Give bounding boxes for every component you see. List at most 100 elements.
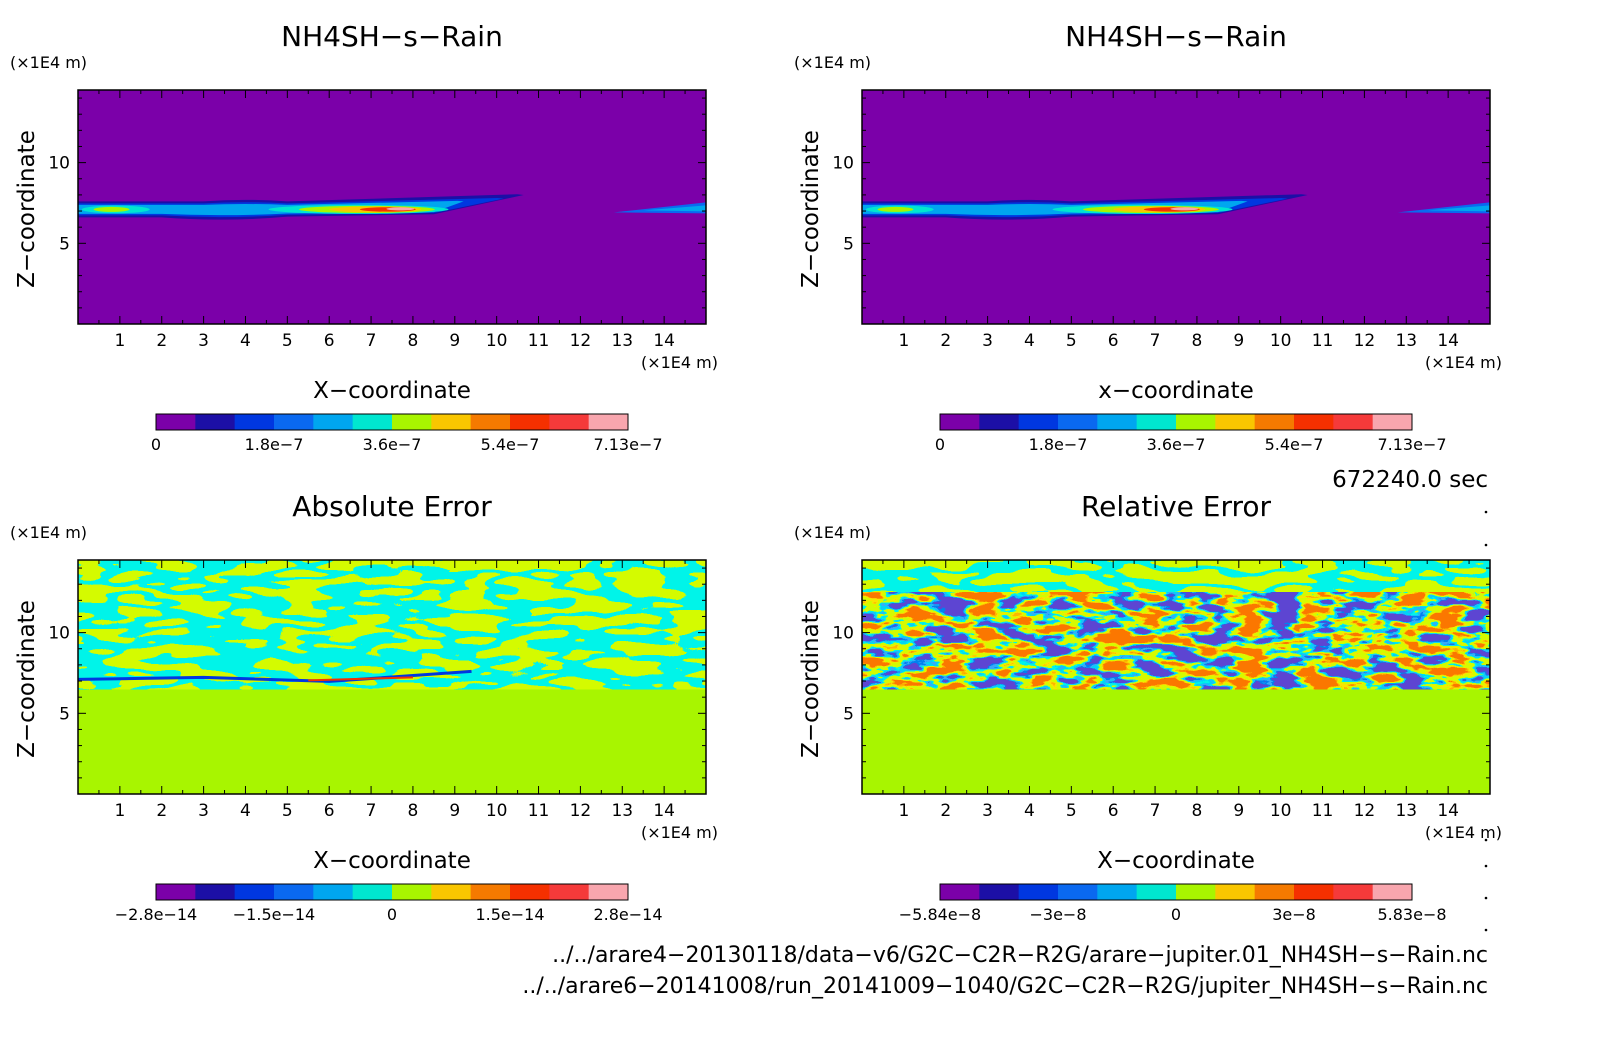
x-tick-label: 9 bbox=[1233, 331, 1244, 351]
panel-1: NH4SH−s−Rain(×1E4 m)1 2 3 4 5 6 7 8 9 10 11 12 13 145… bbox=[10, 20, 718, 454]
x-tick-label: 8 bbox=[1192, 801, 1203, 821]
x-tick-label: 12 bbox=[1354, 801, 1376, 821]
x-tick-label: 12 bbox=[570, 331, 592, 351]
x-axis-label: X−coordinate bbox=[313, 848, 471, 874]
colorbar-label: −2.8e−14 bbox=[115, 905, 197, 924]
colorbar-cell bbox=[470, 884, 511, 900]
error-streak-blue bbox=[78, 669, 472, 683]
edge-dot bbox=[1484, 510, 1488, 514]
colorbar-label: 5.83e−8 bbox=[1377, 905, 1446, 924]
y-tick-label: 5 bbox=[843, 704, 854, 724]
colorbar-label: 3.6e−7 bbox=[1147, 435, 1206, 454]
x-tick-label: 6 bbox=[324, 801, 335, 821]
x-tick-label: 4 bbox=[240, 331, 251, 351]
x-tick-label: 4 bbox=[1024, 331, 1035, 351]
x-tick-label: 13 bbox=[1395, 331, 1417, 351]
x-tick-label: 12 bbox=[570, 801, 592, 821]
x-tick-label: 13 bbox=[611, 801, 633, 821]
colorbar-cell bbox=[940, 884, 980, 900]
y-axis-unit: (×1E4 m) bbox=[794, 53, 871, 72]
y-tick-label: 10 bbox=[832, 624, 854, 644]
colorbar-cell bbox=[234, 884, 275, 900]
panel-2: NH4SH−s−Rain(×1E4 m)1 2 3 4 5 6 7 8 9 10 11 12 13 145… bbox=[794, 20, 1502, 454]
x-tick-label: 1 bbox=[898, 801, 909, 821]
colorbar-cell bbox=[510, 884, 550, 900]
colorbar-cell bbox=[352, 414, 393, 430]
colorbar-cell bbox=[1215, 414, 1256, 430]
x-tick-label: 1 bbox=[114, 331, 125, 351]
x-axis-label: X−coordinate bbox=[1097, 848, 1255, 874]
x-tick-label: 5 bbox=[1066, 801, 1077, 821]
error-streak-red bbox=[308, 676, 413, 682]
cloud-core-peak bbox=[1170, 207, 1199, 211]
noise-region-upper bbox=[862, 560, 1490, 593]
edge-dot bbox=[1484, 896, 1488, 900]
colorbar-cell bbox=[274, 414, 314, 430]
colorbar-label: 3e−8 bbox=[1272, 905, 1316, 924]
x-tick-label: 5 bbox=[282, 331, 293, 351]
heatmap-field bbox=[862, 90, 1490, 324]
x-tick-label: 3 bbox=[982, 801, 993, 821]
colorbar-cell bbox=[392, 884, 432, 900]
edge-dot bbox=[1484, 543, 1488, 547]
x-tick-label: 11 bbox=[528, 331, 550, 351]
colorbar-label: −3e−8 bbox=[1029, 905, 1086, 924]
colorbar-label: 1.8e−7 bbox=[245, 435, 304, 454]
x-tick-label: 6 bbox=[1108, 331, 1119, 351]
x-tick-label: 5 bbox=[282, 801, 293, 821]
x-tick-label: 4 bbox=[1024, 801, 1035, 821]
x-tick-label: 10 bbox=[1270, 801, 1292, 821]
colorbar: −2.8e−14 −1.5e−14 0 1.5e−14 2.8e−14 bbox=[115, 883, 663, 924]
colorbar-cell bbox=[588, 414, 629, 430]
x-tick-label: 6 bbox=[324, 331, 335, 351]
colorbar-label: 2.8e−14 bbox=[593, 905, 662, 924]
colorbar-label: −1.5e−14 bbox=[233, 905, 315, 924]
colorbar-cell bbox=[156, 884, 196, 900]
colorbar-cell bbox=[1097, 884, 1138, 900]
edge-dot bbox=[1484, 838, 1488, 842]
x-axis-unit: (×1E4 m) bbox=[1425, 353, 1502, 372]
panel-title: Relative Error bbox=[1081, 490, 1272, 523]
x-tick-label: 7 bbox=[1150, 801, 1161, 821]
colorbar-cell bbox=[156, 414, 196, 430]
x-tick-label: 4 bbox=[240, 801, 251, 821]
colorbar-cell bbox=[195, 414, 236, 430]
colorbar-cell bbox=[431, 884, 472, 900]
x-tick-label: 2 bbox=[940, 801, 951, 821]
x-tick-label: 10 bbox=[486, 331, 508, 351]
y-tick-label: 5 bbox=[59, 234, 70, 254]
colorbar-cell bbox=[1058, 414, 1098, 430]
colorbar-cell bbox=[1176, 414, 1216, 430]
colorbar-cell bbox=[549, 884, 590, 900]
colorbar-cell bbox=[940, 414, 980, 430]
x-tick-label: 3 bbox=[198, 331, 209, 351]
panel-title: NH4SH−s−Rain bbox=[1065, 20, 1287, 53]
panel-4: Relative Error(×1E4 m)1 2 3 4 5 6 7 8 9 10 11 12 13 1… bbox=[794, 490, 1502, 924]
colorbar-label: 0 bbox=[151, 435, 161, 454]
y-axis-unit: (×1E4 m) bbox=[794, 523, 871, 542]
colorbar-label: 7.13e−7 bbox=[1377, 435, 1446, 454]
colorbar-cell bbox=[1372, 884, 1413, 900]
x-tick-label: 11 bbox=[1312, 331, 1334, 351]
colorbar-label: 0 bbox=[1171, 905, 1181, 924]
cloud-core-peak bbox=[386, 207, 415, 211]
x-tick-label: 7 bbox=[366, 331, 377, 351]
colorbar-cell bbox=[1215, 884, 1256, 900]
x-axis-label: X−coordinate bbox=[313, 378, 471, 404]
x-tick-label: 11 bbox=[528, 801, 550, 821]
heatmap-field bbox=[78, 560, 706, 794]
x-tick-label: 8 bbox=[408, 801, 419, 821]
x-tick-label: 12 bbox=[1354, 331, 1376, 351]
colorbar-cell bbox=[1294, 414, 1334, 430]
colorbar-label: 0 bbox=[387, 905, 397, 924]
colorbar-cell bbox=[352, 884, 393, 900]
x-tick-label: 7 bbox=[1150, 331, 1161, 351]
x-axis-label: x−coordinate bbox=[1098, 378, 1254, 404]
colorbar-cell bbox=[1254, 884, 1295, 900]
y-tick-label: 10 bbox=[48, 154, 70, 174]
x-tick-label: 3 bbox=[198, 801, 209, 821]
x-axis-unit: (×1E4 m) bbox=[641, 353, 718, 372]
colorbar-cell bbox=[1136, 414, 1177, 430]
x-tick-label: 14 bbox=[1437, 801, 1459, 821]
